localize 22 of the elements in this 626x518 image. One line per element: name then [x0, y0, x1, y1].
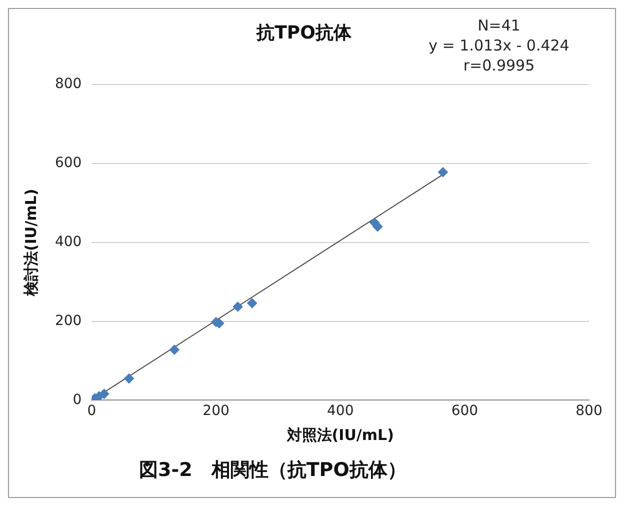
x-tick-label: 400 — [326, 403, 354, 420]
y-tick-label: 600 — [54, 155, 82, 172]
y-tick-label: 200 — [54, 312, 82, 329]
x-tick-label: 0 — [87, 403, 96, 420]
caption: 図3-2 相関性（抗TPO抗体） — [138, 458, 408, 483]
text: N=41 y = 1.013x - 0.424 r=0.9995 — [428, 16, 570, 74]
y-tick-label: 800 — [54, 76, 82, 92]
point — [232, 302, 243, 312]
y-tick-label: 400 — [54, 234, 82, 250]
point — [99, 388, 110, 399]
y-axis-title: 検討法(IU/mL) — [22, 188, 40, 297]
point — [169, 344, 180, 355]
chart-title: 抗TPO抗体 — [256, 22, 352, 44]
point — [372, 222, 383, 232]
y-tick-label: 0 — [72, 392, 82, 408]
x-tick-label: 800 — [576, 403, 602, 420]
point — [247, 298, 258, 308]
x-tick-label: 600 — [451, 403, 478, 420]
point — [124, 374, 134, 384]
x-tick-label: 200 — [202, 403, 230, 420]
point — [438, 167, 448, 178]
x-axis-title: 対照法(IU/mL) — [286, 426, 394, 444]
